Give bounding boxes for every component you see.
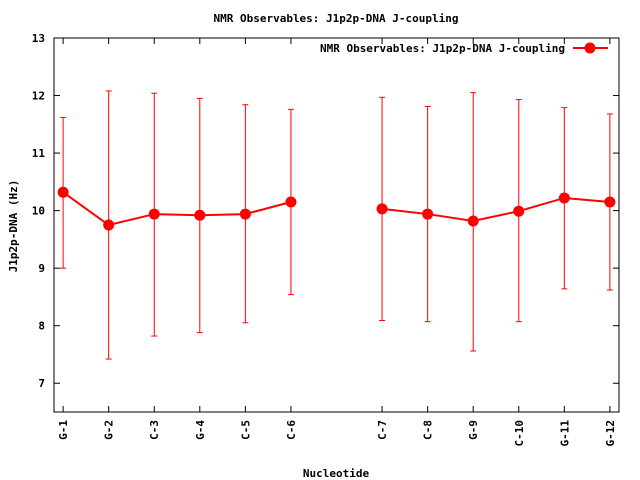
data-point: [376, 203, 388, 215]
x-tick-label: C-10: [513, 420, 526, 447]
y-tick-label: 11: [32, 147, 46, 160]
data-point: [194, 209, 206, 221]
y-tick-label: 12: [32, 90, 45, 103]
series-line: [381, 196, 610, 222]
series-line: [62, 191, 292, 227]
legend: NMR Observables: J1p2p-DNA J-coupling: [320, 42, 608, 55]
x-tick-label: C-5: [239, 420, 252, 440]
x-tick-label: G-12: [604, 420, 617, 447]
y-axis-label: J1p2p-DNA (Hz): [7, 180, 20, 273]
y-tick-label: 13: [32, 32, 45, 45]
legend-label: NMR Observables: J1p2p-DNA J-coupling: [320, 42, 565, 55]
data-point: [604, 196, 616, 208]
plot-frame: [53, 37, 620, 413]
x-tick-label: G-1: [57, 420, 70, 440]
x-tick-label: C-7: [376, 420, 389, 440]
x-tick-label: C-6: [285, 420, 298, 440]
data-point: [103, 219, 115, 231]
data-point: [285, 196, 297, 208]
x-tick-label: G-2: [103, 420, 116, 440]
y-tick-label: 7: [38, 377, 45, 390]
x-tick-label: C-8: [422, 420, 435, 440]
series-layer: [57, 90, 616, 360]
data-point: [467, 215, 479, 227]
data-point: [148, 208, 160, 220]
x-axis-label: Nucleotide: [303, 467, 370, 480]
x-tick-label: G-4: [194, 420, 207, 440]
legend-marker: [584, 42, 596, 54]
data-point: [57, 186, 69, 198]
y-tick-label: 9: [38, 262, 45, 275]
data-point: [239, 208, 251, 220]
data-point: [513, 205, 525, 217]
axes: 7 8 9 10 11 12 13 G-1 G-2 C-3 G-4 C-5 C-6 C-7 C-8 G-9 C-…: [32, 32, 619, 447]
y-tick-label: 10: [32, 205, 45, 218]
x-tick-label: G-9: [467, 420, 480, 440]
x-tick-label: C-3: [148, 420, 161, 440]
x-tick-label: G-11: [558, 420, 571, 447]
data-point: [558, 192, 570, 204]
chart-title: NMR Observables: J1p2p-DNA J-coupling: [213, 12, 458, 25]
y-tick-label: 8: [38, 320, 45, 333]
data-point: [422, 208, 434, 220]
